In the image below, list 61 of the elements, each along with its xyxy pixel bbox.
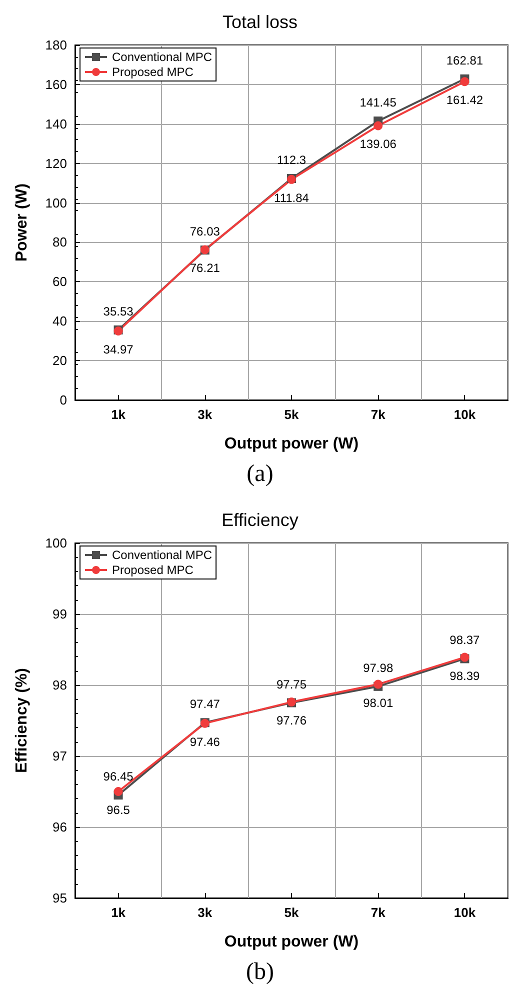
data-label: 97.47 [190,697,220,712]
data-label: 98.01 [363,696,394,710]
data-label: 76.21 [190,261,220,276]
y-tick-label: 180 [45,38,67,52]
chart-title: Total loss [222,12,298,32]
y-tick-label: 100 [45,536,67,550]
text: (a) [246,461,274,487]
y-tick-label: 60 [52,274,67,290]
x-tick-label: 5k [284,407,300,422]
data-label: 139.06 [360,137,397,152]
data-label: 96.45 [103,770,134,784]
y-axis-title: Efficiency (%) [14,668,30,773]
legend-label: Conventional MPC [112,548,212,562]
y-tick-label: 20 [52,353,67,368]
data-label: 98.37 [450,633,480,648]
data-label: 35.53 [103,304,134,318]
y-tick-label: 97 [52,748,67,764]
x-tick-label: 7k [370,905,386,920]
legend-label: Conventional MPC [112,50,212,64]
legend-label: Proposed MPC [112,563,194,577]
x-tick-label: 10k [454,905,476,920]
data-label: 97.46 [190,734,220,749]
x-tick-label: 3k [198,905,213,920]
y-tick-label: 95 [52,890,67,906]
point [460,77,470,86]
y-tick-label: 100 [45,195,67,210]
data-label: 34.97 [103,342,134,357]
x-tick-label: 10k [454,407,476,422]
legend-label: Proposed MPC [112,65,194,79]
data-label: 162.81 [446,53,484,68]
text: (b) [246,959,274,985]
data-label: 96.5 [106,803,130,817]
x-tick-label: 5k [284,905,300,920]
y-tick-label: 98 [52,678,67,692]
data-label: 97.76 [276,714,307,728]
y-tick-label: 96 [52,820,67,834]
data-label: 98.39 [450,668,480,683]
data-label: 111.84 [274,190,310,205]
y-tick-label: 120 [45,156,67,171]
x-tick-label: 1k [111,905,126,920]
x-tick-label: 1k [111,407,126,422]
y-tick-label: 99 [52,606,67,622]
y-axis-title: Power (W) [14,183,30,262]
y-tick-label: 40 [52,314,67,329]
y-tick-label: 0 [60,392,67,408]
data-label: 97.98 [363,660,394,675]
y-tick-label: 160 [45,76,67,92]
data-label: 76.03 [190,224,220,239]
y-tick-label: 80 [52,234,67,250]
x-tick-label: 3k [198,407,213,422]
y-tick-label: 140 [45,116,67,132]
x-axis-title: Output power (W) [224,436,359,452]
data-label: 141.45 [360,96,397,110]
x-axis-title: Output power (W) [224,934,359,950]
x-tick-label: 7k [370,407,386,422]
point [114,787,123,796]
data-label: 97.75 [276,677,307,692]
data-label: 112.3 [276,153,306,168]
point [374,121,383,130]
data-label: 161.42 [446,93,484,108]
chart-title: Efficiency [222,510,298,530]
